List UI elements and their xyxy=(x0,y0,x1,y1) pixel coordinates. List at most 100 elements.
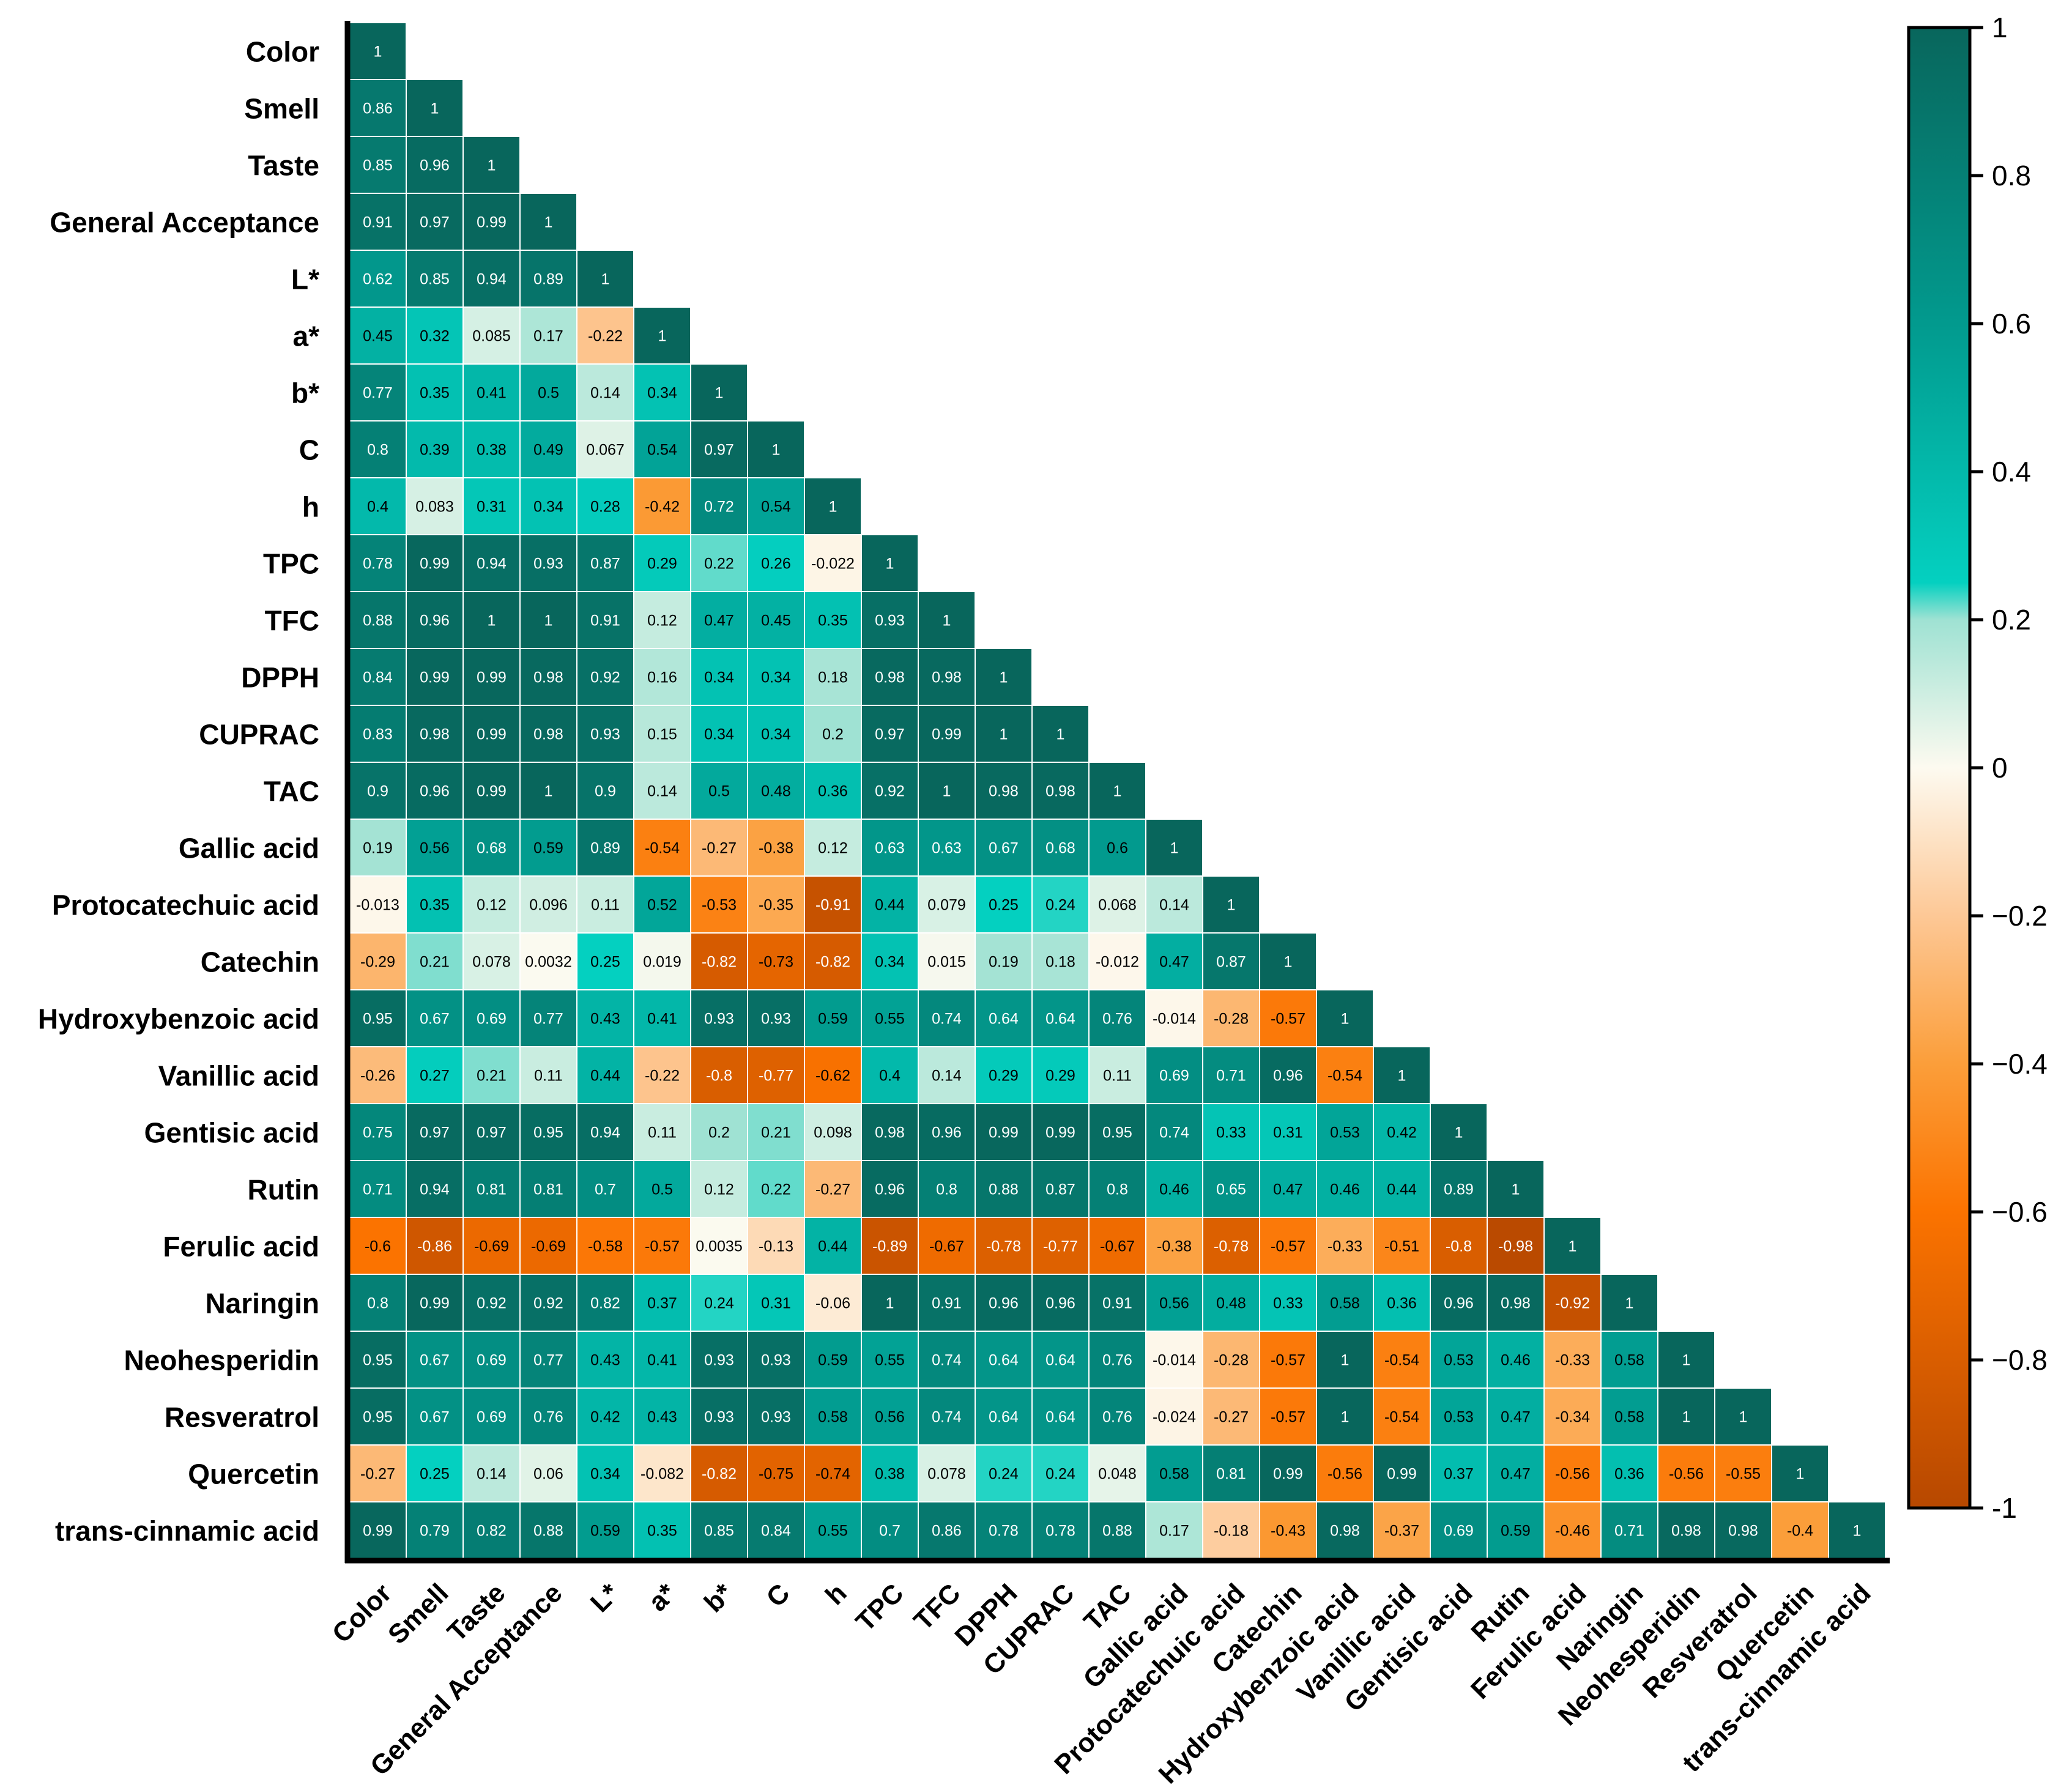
cell-value-label: 0.98 xyxy=(989,783,1019,800)
cell-value-label: -0.013 xyxy=(356,897,399,914)
cell-quercetin-neohesperidin xyxy=(1658,1446,1714,1501)
cell-value-label: 0.46 xyxy=(1159,1181,1189,1198)
cell-trans-cinnamic-acid-tpc xyxy=(862,1502,918,1558)
cell-vanillic-acid-vanillic-acid xyxy=(1374,1047,1430,1103)
cell-ferulic-acid-gallic-acid xyxy=(1146,1218,1202,1274)
cell-vanillic-acid-b-star xyxy=(691,1047,747,1103)
cell-value-label: 0.35 xyxy=(818,612,848,629)
colorbar-tick-label: 1 xyxy=(1992,12,2008,43)
cell-tfc-tpc xyxy=(862,592,918,648)
colorbar-tick-label: −0.4 xyxy=(1992,1048,2048,1080)
cell-tac-b-star xyxy=(691,763,747,819)
cell-ferulic-acid-color xyxy=(350,1218,406,1274)
cell-vanillic-acid-cuprac xyxy=(1033,1047,1088,1103)
cell-value-label: -0.37 xyxy=(1384,1523,1419,1540)
row-labels: Color Smell Taste General Acceptance L* a* b* C… xyxy=(38,36,319,1547)
cell-value-label: 0.12 xyxy=(647,612,677,629)
cell-value-label: 0.97 xyxy=(477,1124,507,1142)
cell-resveratrol-neohesperidin xyxy=(1658,1389,1714,1444)
cell-neohesperidin-protocatechuic-acid xyxy=(1203,1332,1259,1387)
cell-vanillic-acid-taste xyxy=(464,1047,519,1103)
cell-gentisic-acid-h xyxy=(805,1104,861,1160)
cell-quercetin-naringin xyxy=(1602,1446,1657,1501)
cell-c-general-acceptance xyxy=(521,422,576,477)
cell-value-label: 1 xyxy=(1625,1295,1634,1312)
cell-catechin-a-star xyxy=(634,934,690,989)
cell-dpph-color xyxy=(350,649,406,705)
cell-catechin-tfc xyxy=(919,934,975,989)
cell-resveratrol-tpc xyxy=(862,1389,918,1444)
cell-vanillic-acid-l-star xyxy=(577,1047,633,1103)
cell-value-label: 0.94 xyxy=(477,271,507,288)
cell-value-label: 0.93 xyxy=(704,1352,734,1369)
cell-value-label: 0.085 xyxy=(472,328,511,345)
cell-value-label: 0.46 xyxy=(1501,1352,1531,1369)
cell-quercetin-b-star xyxy=(691,1446,747,1501)
cell-gentisic-acid-hydroxybenzoic-acid xyxy=(1317,1104,1373,1160)
cell-value-label: 1 xyxy=(1341,1011,1350,1028)
cell-protocatechuic-acid-protocatechuic-acid xyxy=(1203,877,1259,932)
cell-value-label: 0.34 xyxy=(761,726,791,743)
cell-value-label: -0.78 xyxy=(1214,1238,1249,1255)
cell-ferulic-acid-dpph xyxy=(976,1218,1031,1274)
cell-quercetin-c xyxy=(748,1446,804,1501)
cell-value-label: 0.35 xyxy=(420,897,450,914)
cell-value-label: 1 xyxy=(829,499,837,516)
cell-value-label: 0.99 xyxy=(1045,1124,1075,1142)
cell-catechin-dpph xyxy=(976,934,1031,989)
cell-value-label: 0.0032 xyxy=(525,954,571,971)
colorbar-tick-label: -1 xyxy=(1992,1492,2017,1524)
cell-value-label: 1 xyxy=(488,157,496,174)
cell-value-label: 0.17 xyxy=(533,328,563,345)
row-label-general-acceptance: General Acceptance xyxy=(50,207,319,239)
row-label-quercetin: Quercetin xyxy=(188,1458,319,1490)
cell-value-label: 0.78 xyxy=(363,555,393,573)
cell-neohesperidin-gallic-acid xyxy=(1146,1332,1202,1387)
colorbar: 1 0.8 0.6 0.4 0.2 0 −0.2 −0.4 −0.6 −0.8 -1 xyxy=(1907,12,2048,1524)
cell-value-label: 0.16 xyxy=(647,669,677,686)
row-label-tac: TAC xyxy=(264,776,319,808)
cell-value-label: -0.58 xyxy=(588,1238,623,1255)
cell-value-label: -0.69 xyxy=(531,1238,566,1255)
row-label-naringin: Naringin xyxy=(205,1288,319,1320)
cell-value-label: -0.89 xyxy=(872,1238,907,1255)
cell-dpph-c xyxy=(748,649,804,705)
cell-b-star-a-star xyxy=(634,365,690,420)
cell-value-label: 0.33 xyxy=(1216,1124,1246,1142)
cell-value-label: 1 xyxy=(544,612,553,629)
cell-resveratrol-resveratrol xyxy=(1715,1389,1771,1444)
cell-gallic-acid-h xyxy=(805,820,861,875)
cell-neohesperidin-tfc xyxy=(919,1332,975,1387)
cell-vanillic-acid-protocatechuic-acid xyxy=(1203,1047,1259,1103)
cell-value-label: 0.98 xyxy=(1330,1523,1360,1540)
cell-value-label: 0.98 xyxy=(420,726,450,743)
cell-value-label: 0.48 xyxy=(761,783,791,800)
cell-vanillic-acid-a-star xyxy=(634,1047,690,1103)
cell-value-label: 0.69 xyxy=(477,1409,507,1426)
cell-gallic-acid-dpph xyxy=(976,820,1031,875)
cell-value-label: 0.98 xyxy=(1501,1295,1531,1312)
cell-value-label: 0.7 xyxy=(595,1181,616,1198)
cell-catechin-cuprac xyxy=(1033,934,1088,989)
cell-value-label: -0.98 xyxy=(1498,1238,1533,1255)
cell-resveratrol-general-acceptance xyxy=(521,1389,576,1444)
cell-hydroxybenzoic-acid-color xyxy=(350,990,406,1046)
cell-value-label: 0.93 xyxy=(761,1352,791,1369)
cell-rutin-tpc xyxy=(862,1161,918,1217)
cell-value-label: 0.11 xyxy=(591,897,620,914)
cell-value-label: 0.89 xyxy=(1444,1181,1474,1198)
cell-tfc-h xyxy=(805,592,861,648)
cell-value-label: -0.57 xyxy=(1271,1238,1305,1255)
cell-value-label: 0.99 xyxy=(477,726,507,743)
cell-neohesperidin-rutin xyxy=(1488,1332,1543,1387)
cell-value-label: 0.096 xyxy=(529,897,568,914)
cell-value-label: 0.8 xyxy=(367,1295,388,1312)
cell-gallic-acid-c xyxy=(748,820,804,875)
cell-resveratrol-smell xyxy=(407,1389,462,1444)
cell-value-label: 0.56 xyxy=(875,1409,905,1426)
cell-value-label: 1 xyxy=(1341,1352,1350,1369)
cell-value-label: 0.2 xyxy=(708,1124,730,1142)
cell-value-label: -0.56 xyxy=(1327,1466,1362,1483)
cell-value-label: 0.94 xyxy=(477,555,507,573)
